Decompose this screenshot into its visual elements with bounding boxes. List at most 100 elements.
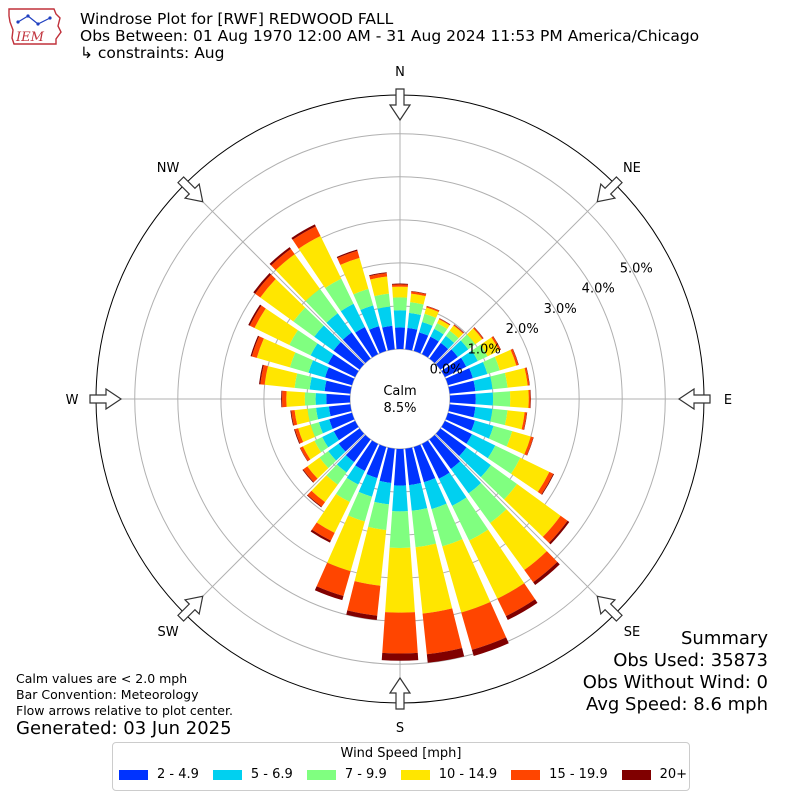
direction-label-sw: SW: [158, 625, 179, 640]
bar-dir140-bin0: [429, 434, 461, 470]
bar-dir330-bin0: [355, 326, 379, 358]
bar-dir290-bin3: [256, 338, 296, 368]
bar-dir310-bin2: [293, 307, 324, 337]
bar-dir210-bin5: [310, 529, 331, 543]
bar-dir320-bin4: [271, 248, 295, 271]
bar-dir280-bin4: [260, 365, 268, 385]
bar-dir350-bin1: [377, 306, 393, 328]
bar-dir170-bin3: [415, 543, 453, 614]
bar-dir180-bin2: [389, 511, 411, 549]
bar-dir160-bin1: [423, 478, 447, 510]
bar-dir80-bin1: [473, 376, 493, 392]
bar-dir150-bin0: [421, 440, 450, 479]
legend-label-2: 7 - 9.9: [344, 767, 387, 782]
chart-title: Windrose Plot for [RWF] REDWOOD FALL: [80, 10, 394, 28]
bar-dir60-bin2: [471, 344, 488, 362]
bar-dir200-bin3: [327, 515, 365, 572]
flow-arrow-n: [388, 88, 412, 122]
legend: Wind Speed [mph] 2 - 4.9 5 - 6.9 7 - 9.9 10…: [112, 742, 690, 791]
bar-dir20-bin3: [424, 307, 439, 318]
logo-text: IEM: [15, 30, 45, 45]
bar-dir220-bin1: [336, 455, 355, 473]
bar-dir140-bin5: [533, 561, 560, 586]
bar-dir250-bin4: [294, 428, 304, 444]
bar-dir90-bin3: [510, 390, 529, 408]
bar-dir20-bin2: [422, 313, 437, 326]
bar-dir320-bin2: [305, 288, 338, 323]
bar-dir180-bin4: [382, 612, 418, 654]
bar-dir200-bin2: [348, 491, 372, 522]
bar-dir30-bin5: [439, 318, 451, 325]
bar-dir40-bin1: [440, 335, 455, 350]
bar-dir170-bin0: [405, 447, 421, 486]
direction-label-nw: NW: [157, 161, 180, 176]
bar-dir110-bin5: [526, 437, 534, 456]
legend-label-1: 5 - 6.9: [250, 767, 293, 782]
bar-dir180-bin3: [385, 547, 415, 613]
bar-dir110-bin3: [506, 431, 531, 455]
generated-date: Generated: 03 Jun 2025: [16, 718, 232, 739]
bar-dir230-bin0: [338, 428, 365, 452]
bar-dir0-bin5: [391, 283, 409, 285]
radial-tick-label-2: 2.0%: [506, 322, 539, 337]
flow-arrow-sw: [177, 595, 204, 622]
bar-dir320-bin5: [269, 247, 291, 266]
bar-dir200-bin1: [358, 474, 378, 497]
summary-avg-speed: Avg Speed: 8.6 mph: [586, 694, 768, 715]
bar-dir320-bin0: [342, 332, 371, 364]
bar-dir140-bin2: [468, 482, 507, 524]
bar-dir70-bin4: [510, 348, 519, 366]
radial-tick-labels: 0.0% 1.0% 2.0% 3.0% 4.0% 5.0%: [430, 261, 653, 377]
legend-label-3: 10 - 14.9: [438, 767, 498, 782]
bar-dir310-bin3: [260, 279, 306, 322]
bar-dir280-bin0: [324, 380, 352, 394]
bar-dir140-bin1: [450, 461, 482, 494]
bar-dir290-bin1: [308, 360, 329, 378]
bar-dir230-bin1: [328, 443, 346, 461]
bar-dir220-bin2: [326, 464, 347, 485]
bar-dir190-bin1: [374, 480, 392, 505]
bar-dir200-bin0: [366, 444, 387, 479]
bar-dir350-bin0: [382, 325, 395, 351]
summary-title: Summary: [681, 628, 768, 649]
iowa-state-icon: IEM: [8, 8, 62, 45]
bar-dir250-bin1: [318, 419, 333, 434]
bar-dir90-bin4: [528, 389, 531, 409]
bar-dir40-bin5: [453, 324, 465, 333]
summary-obs-used: Obs Used: 35873: [613, 650, 768, 671]
legend-swatch-2: [306, 769, 336, 780]
radial-tick-label-3: 3.0%: [544, 302, 577, 317]
bar-dir10-bin2: [409, 302, 424, 315]
bar-dir10-bin0: [405, 327, 418, 351]
direction-label-e: E: [724, 393, 732, 408]
bar-dir230-bin5: [302, 469, 314, 483]
bar-dir340-bin4: [337, 250, 360, 265]
bar-dir70-bin1: [469, 362, 488, 379]
bar-dir290-bin0: [325, 367, 355, 386]
bar-dir50-bin1: [451, 340, 469, 357]
legend-item-4: 15 - 19.9: [511, 767, 608, 782]
bar-dir130-bin3: [504, 484, 561, 537]
legend-label-5: 20+: [659, 767, 688, 782]
flow-arrows: [89, 88, 711, 710]
bar-dir230-bin4: [303, 466, 318, 483]
spoke-7: [184, 183, 365, 364]
bar-dir110-bin2: [488, 425, 513, 447]
bar-dir90-bin1: [475, 392, 494, 406]
bar-dir240-bin0: [333, 420, 359, 441]
bar-dir300-bin0: [327, 354, 359, 378]
bar-dir0-bin3: [392, 286, 408, 298]
legend-item-1: 5 - 6.9: [212, 767, 293, 782]
radial-tick-label-4: 4.0%: [582, 282, 615, 297]
legend-item-2: 7 - 9.9: [306, 767, 387, 782]
bar-dir350-bin5: [369, 272, 387, 277]
bar-dir30-bin0: [421, 336, 439, 358]
bar-dir120-bin1: [466, 434, 496, 459]
legend-swatch-5: [621, 769, 651, 780]
bar-dir150-bin4: [497, 583, 536, 617]
bar-dir260-bin3: [294, 408, 310, 425]
bar-dir110-bin1: [471, 420, 494, 439]
bar-dir30-bin4: [438, 318, 451, 326]
bar-dir240-bin1: [322, 431, 339, 448]
bar-dir50-bin4: [473, 327, 484, 340]
